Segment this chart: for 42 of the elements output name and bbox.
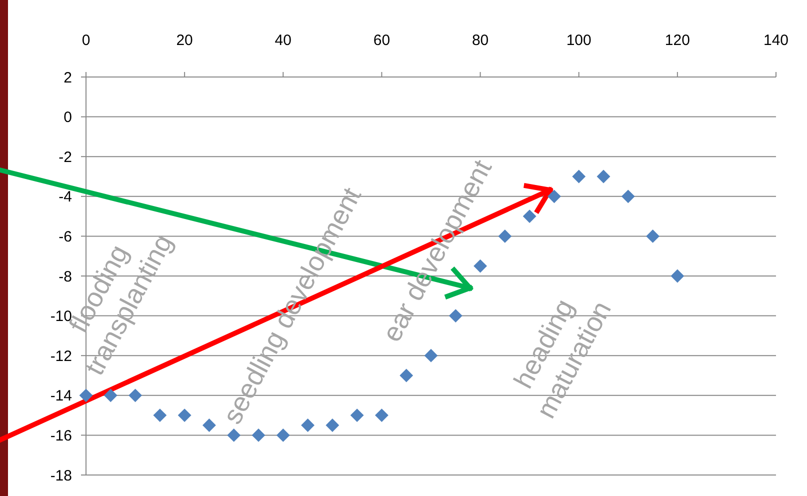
point [79,388,93,402]
y-tick-label: -8 [58,268,72,286]
x-tick-label: 80 [472,32,489,49]
point [596,170,610,184]
point [375,408,388,422]
point [202,418,216,432]
point [153,408,167,422]
point [227,428,241,442]
x-tick-label: 20 [176,32,193,49]
point [400,368,414,382]
point [621,190,635,204]
point [301,418,314,432]
point [646,229,660,243]
y-tick-label: -4 [58,188,72,206]
point [522,210,536,224]
y-tick-label: -14 [50,388,72,405]
point [350,408,364,422]
point [670,269,684,283]
point [276,428,290,442]
y-tick-label: 2 [64,69,72,86]
point [498,229,512,243]
x-tick-label: 100 [566,32,592,49]
point [572,170,586,184]
y-tick-label: -18 [50,467,72,484]
point [326,418,340,432]
y-tick-label: -2 [58,148,72,166]
x-tick-label: 0 [82,32,90,49]
y-tick-label: -12 [50,348,72,365]
y-tick-label: -16 [50,427,72,444]
x-tick-label: 140 [763,32,789,49]
point [104,388,118,402]
point [448,309,462,323]
y-tick-label: -6 [58,228,72,246]
point [548,190,561,204]
x-tick-label: 120 [664,32,690,49]
x-tick-label: 60 [373,32,390,49]
y-tick-label: 0 [64,109,72,126]
point [424,348,438,362]
point [128,388,142,402]
x-tick-label: 40 [274,32,292,49]
point [252,428,266,442]
point [178,408,192,422]
